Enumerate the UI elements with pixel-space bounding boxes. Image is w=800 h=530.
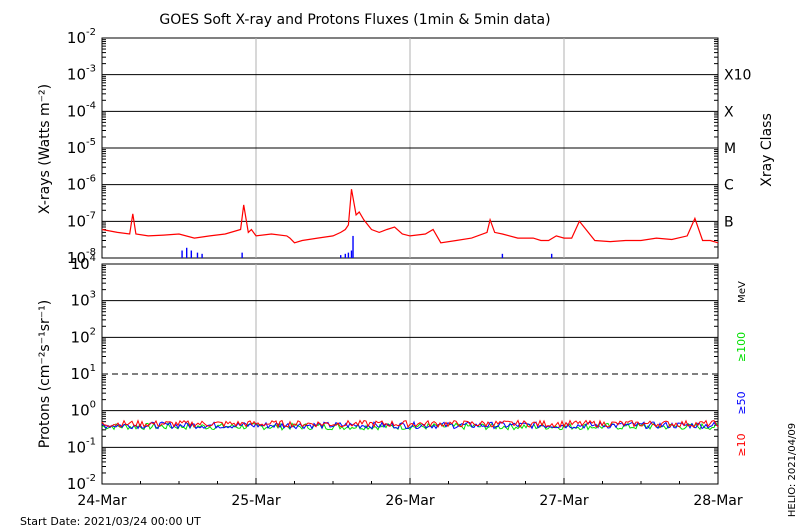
xray-y-tick-label: 10-2: [67, 27, 96, 47]
proton-y-axis-label: Protons (cm⁻²s⁻¹sr⁻¹): [37, 300, 53, 449]
x-tick-label: 28-Mar: [693, 493, 743, 509]
proton-series-line: [101, 419, 719, 429]
xray-y-tick-label: 10-3: [67, 64, 96, 84]
generated-date-label: HELIO: 2021/04/09: [787, 423, 798, 517]
xray-y-tick-label: 10-6: [67, 174, 96, 194]
proton-panel: 10-2 10-1 100 101 102 103 104 ≥10 ≥50 ≥100: [67, 253, 748, 493]
proton-legend-label: ≥10: [735, 433, 748, 456]
xray-y-tick-label: 10-7: [67, 210, 96, 230]
energy-unit-label: MeV: [737, 281, 748, 303]
xray-class-label: Xray Class: [759, 113, 775, 187]
xray-y-tick-label: 10-8: [67, 247, 96, 267]
xray-class-label-b: B: [724, 214, 734, 230]
proton-y-tick-label: 10-1: [67, 436, 96, 456]
xray-class-label-x: X: [724, 104, 734, 120]
x-tick-label: 27-Mar: [539, 493, 589, 509]
proton-series-line: [101, 420, 719, 430]
x-tick-label: 25-Mar: [231, 493, 281, 509]
xray-class-label-c: C: [724, 178, 734, 194]
xray-class-label-x10: X10: [724, 68, 751, 84]
xray-y-tick-label: 10-4: [67, 100, 96, 120]
x-tick-label: 26-Mar: [385, 493, 435, 509]
proton-y-tick-label: 100: [71, 400, 96, 420]
proton-y-tick-label: 104: [71, 253, 96, 273]
proton-y-tick-label: 101: [71, 363, 96, 383]
start-date-label: Start Date: 2021/03/24 00:00 UT: [20, 515, 201, 528]
xray-class-label-m: M: [724, 141, 736, 157]
xray-series-line: [101, 189, 719, 244]
xray-y-tick-label: 10-5: [67, 137, 96, 157]
x-axis: 24-Mar 25-Mar 26-Mar 27-Mar 28-Mar: [77, 478, 743, 509]
xray-y-axis-label: X-rays (Watts m⁻²): [37, 84, 53, 214]
chart-title: GOES Soft X-ray and Protons Fluxes (1min…: [159, 12, 550, 28]
x-tick-label: 24-Mar: [77, 493, 127, 509]
proton-legend-label: ≥100: [735, 332, 748, 362]
xray-panel: 10-8 10-7 10-6 10-5 10-4 10-3 10-2 B C M X X10: [67, 27, 751, 267]
proton-y-tick-label: 103: [71, 290, 96, 310]
proton-y-tick-label: 102: [71, 326, 96, 346]
proton-legend-label: ≥50: [735, 391, 748, 414]
proton-y-tick-label: 10-2: [67, 473, 96, 493]
